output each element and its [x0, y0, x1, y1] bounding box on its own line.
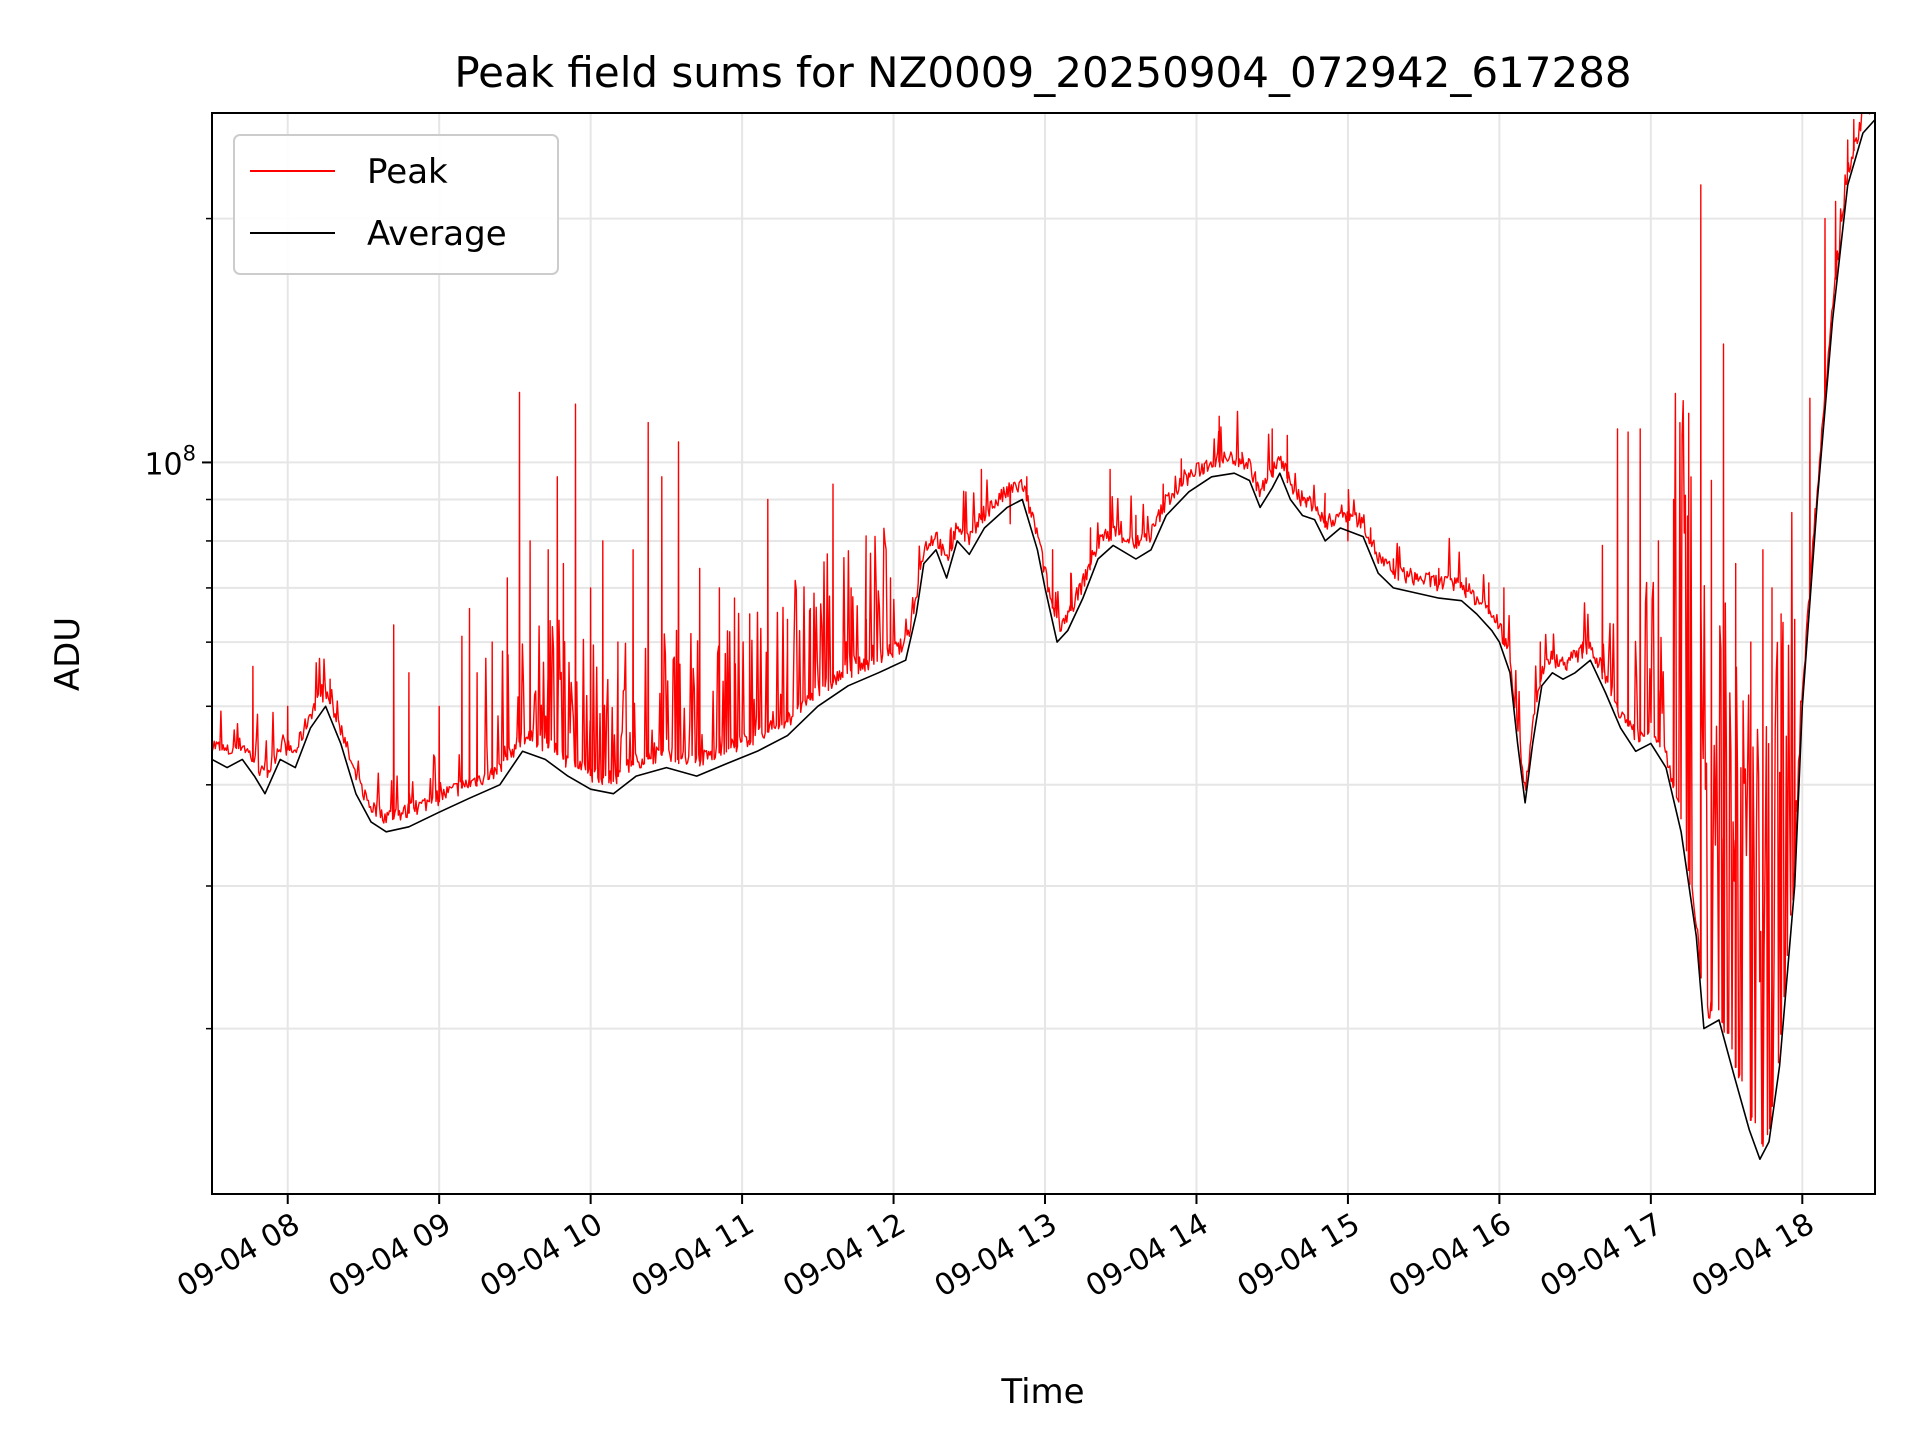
- x-tick-label: 09-04 16: [1383, 1207, 1517, 1305]
- x-tick-label: 09-04 17: [1535, 1207, 1669, 1305]
- x-axis: 09-04 08 09-04 09 09-04 10 09-04 11 09-04 12…: [171, 1194, 1820, 1304]
- x-tick-label: 09-04 11: [626, 1207, 760, 1305]
- average-series: [211, 119, 1876, 1160]
- legend-label-peak: Peak: [367, 152, 448, 192]
- peak-series: [211, 112, 1875, 1147]
- x-tick-label: 09-04 13: [929, 1207, 1063, 1305]
- x-axis-label: Time: [1000, 1372, 1084, 1412]
- y-axis-label: ADU: [48, 617, 88, 691]
- legend: Peak Average: [233, 134, 559, 275]
- y-axis: 108: [144, 217, 212, 1030]
- y-tick-label: 108: [144, 441, 196, 482]
- grid: [212, 113, 1875, 1194]
- legend-label-average: Average: [367, 214, 507, 254]
- peak-line: [211, 112, 1875, 1147]
- x-tick-label: 09-04 08: [171, 1207, 305, 1305]
- chart-title: Peak field sums for NZ0009_20250904_0729…: [454, 48, 1631, 97]
- x-tick-label: 09-04 14: [1080, 1207, 1214, 1305]
- average-line: [211, 119, 1876, 1160]
- x-tick-label: 09-04 15: [1232, 1207, 1366, 1305]
- x-tick-label: 09-04 10: [474, 1207, 608, 1305]
- plot-frame: [211, 112, 1876, 1195]
- x-tick-label: 09-04 09: [323, 1207, 457, 1305]
- legend-box: [233, 134, 559, 275]
- x-tick-label: 09-04 12: [777, 1207, 911, 1305]
- x-tick-label: 09-04 18: [1686, 1207, 1820, 1305]
